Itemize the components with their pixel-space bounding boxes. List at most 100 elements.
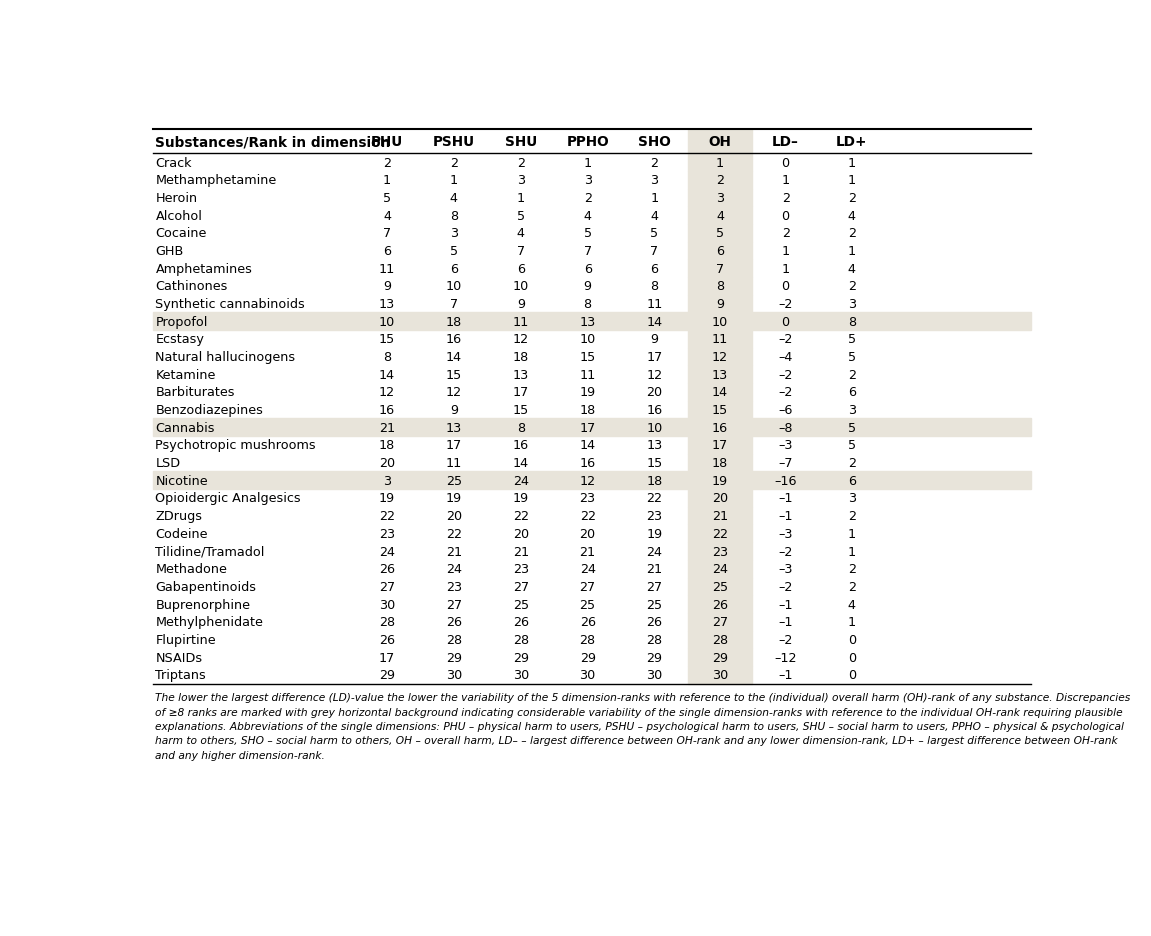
Text: 16: 16	[712, 421, 729, 434]
Text: Opioidergic Analgesics: Opioidergic Analgesics	[155, 492, 302, 505]
Text: 3: 3	[517, 174, 525, 187]
Text: 24: 24	[445, 563, 462, 576]
Text: 14: 14	[712, 386, 729, 399]
Text: 4: 4	[847, 598, 855, 611]
Text: Ecstasy: Ecstasy	[155, 333, 205, 346]
Text: 2: 2	[847, 457, 855, 470]
Text: 1: 1	[847, 156, 855, 169]
Text: 3: 3	[650, 174, 658, 187]
Text: 29: 29	[580, 651, 596, 664]
Text: Ketamine: Ketamine	[155, 369, 216, 381]
Text: Crack: Crack	[155, 156, 192, 169]
Text: 30: 30	[647, 668, 663, 681]
Text: 2: 2	[383, 156, 391, 169]
Text: 14: 14	[580, 439, 596, 452]
Bar	[688, 330, 753, 348]
Bar	[688, 242, 753, 260]
Text: 30: 30	[445, 668, 462, 681]
Bar	[688, 384, 753, 402]
Text: 22: 22	[512, 509, 528, 522]
Text: Tilidine/Tramadol: Tilidine/Tramadol	[155, 545, 265, 558]
Text: 7: 7	[383, 227, 391, 240]
Text: Cannabis: Cannabis	[155, 421, 215, 434]
Text: 3: 3	[847, 492, 855, 505]
Text: 19: 19	[512, 492, 528, 505]
Text: 5: 5	[847, 421, 855, 434]
Text: 16: 16	[379, 403, 395, 417]
Text: 2: 2	[847, 369, 855, 381]
Text: Natural hallucinogens: Natural hallucinogens	[155, 351, 296, 364]
Text: The lower the largest difference (LD)-value the lower the variability of the 5 d: The lower the largest difference (LD)-va…	[154, 693, 1130, 760]
Text: 3: 3	[716, 192, 724, 205]
Text: –1: –1	[778, 668, 793, 681]
Bar	[688, 507, 753, 525]
Text: 16: 16	[512, 439, 528, 452]
Text: Methamphetamine: Methamphetamine	[155, 174, 276, 187]
Text: 29: 29	[445, 651, 462, 664]
Text: 27: 27	[512, 580, 528, 593]
Text: LSD: LSD	[155, 457, 181, 470]
Bar	[688, 366, 753, 384]
Bar	[688, 296, 753, 313]
Text: 1: 1	[847, 527, 855, 540]
Text: 25: 25	[647, 598, 663, 611]
Text: 28: 28	[712, 634, 729, 646]
Bar	[153, 472, 1031, 490]
Text: 2: 2	[782, 227, 790, 240]
Text: 20: 20	[580, 527, 596, 540]
Text: 20: 20	[379, 457, 395, 470]
Text: Flupirtine: Flupirtine	[155, 634, 216, 646]
Text: 19: 19	[379, 492, 395, 505]
Text: PPHO: PPHO	[566, 135, 609, 149]
Text: 30: 30	[379, 598, 395, 611]
Text: 4: 4	[650, 210, 658, 223]
Bar	[688, 595, 753, 613]
Text: 11: 11	[445, 457, 462, 470]
Text: –3: –3	[778, 439, 793, 452]
Text: 3: 3	[383, 475, 391, 488]
Text: 26: 26	[712, 598, 729, 611]
Text: 8: 8	[450, 210, 458, 223]
Text: 13: 13	[445, 421, 462, 434]
Text: Cocaine: Cocaine	[155, 227, 207, 240]
Text: Synthetic cannabinoids: Synthetic cannabinoids	[155, 298, 305, 311]
Text: 13: 13	[512, 369, 528, 381]
Text: 7: 7	[716, 262, 724, 275]
Text: 15: 15	[580, 351, 596, 364]
Text: 26: 26	[647, 616, 663, 629]
Text: 3: 3	[450, 227, 458, 240]
Text: 26: 26	[379, 634, 395, 646]
Text: 13: 13	[580, 315, 596, 329]
Text: SHU: SHU	[504, 135, 536, 149]
Text: Nicotine: Nicotine	[155, 475, 208, 488]
Bar	[688, 260, 753, 278]
Bar	[688, 613, 753, 631]
Text: 6: 6	[584, 262, 592, 275]
Text: 8: 8	[584, 298, 592, 311]
Text: 17: 17	[647, 351, 663, 364]
Text: 22: 22	[580, 509, 596, 522]
Text: 10: 10	[379, 315, 395, 329]
Text: Benzodiazepines: Benzodiazepines	[155, 403, 264, 417]
Text: 12: 12	[512, 333, 528, 346]
Text: 18: 18	[580, 403, 596, 417]
Text: 12: 12	[445, 386, 462, 399]
Text: 15: 15	[445, 369, 462, 381]
Text: 3: 3	[584, 174, 592, 187]
Text: 8: 8	[517, 421, 525, 434]
Text: 24: 24	[647, 545, 663, 558]
Text: Propofol: Propofol	[155, 315, 208, 329]
Text: 8: 8	[716, 280, 724, 293]
Text: –3: –3	[778, 527, 793, 540]
Text: 25: 25	[445, 475, 462, 488]
Text: –4: –4	[778, 351, 793, 364]
Bar	[688, 225, 753, 242]
Text: 1: 1	[782, 174, 790, 187]
Text: Barbiturates: Barbiturates	[155, 386, 235, 399]
Text: 26: 26	[580, 616, 596, 629]
Text: Heroin: Heroin	[155, 192, 198, 205]
Text: 13: 13	[379, 298, 395, 311]
Text: Codeine: Codeine	[155, 527, 208, 540]
Text: 11: 11	[647, 298, 663, 311]
Text: 2: 2	[847, 563, 855, 576]
